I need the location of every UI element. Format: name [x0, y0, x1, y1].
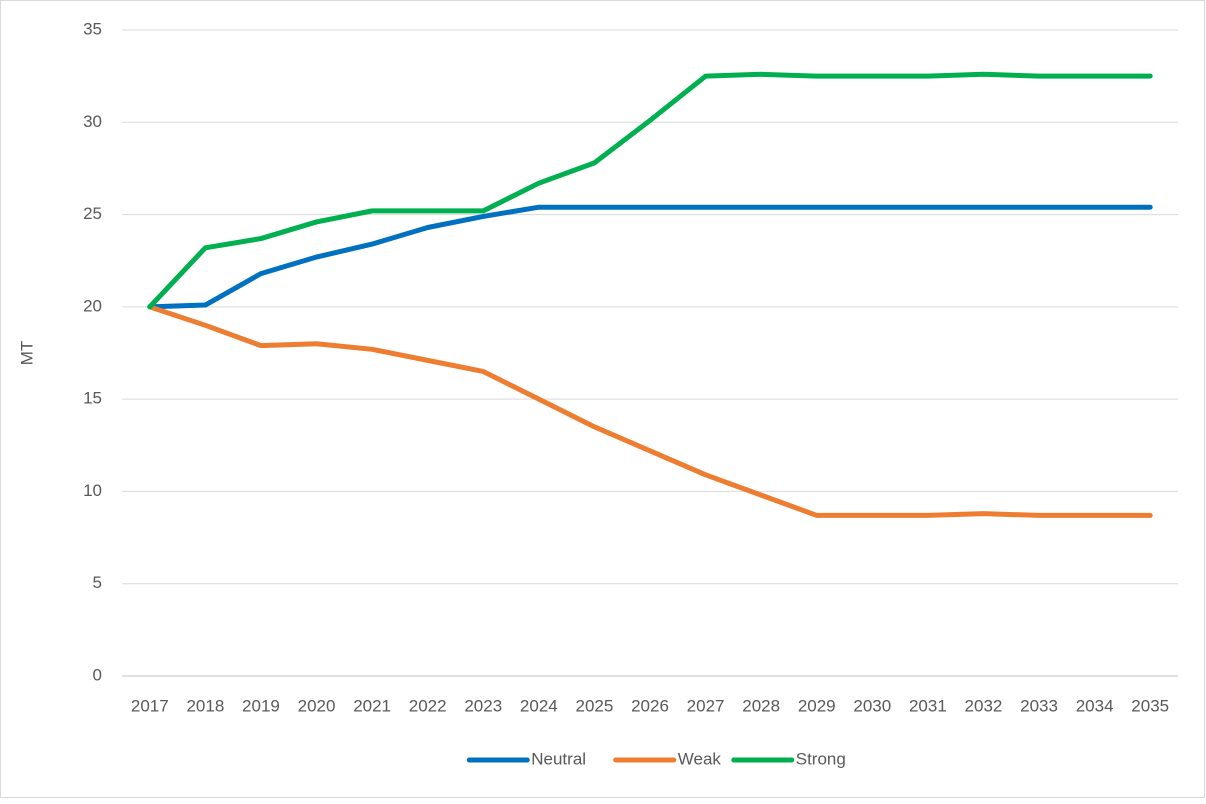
- y-tick-label: 5: [93, 573, 102, 592]
- x-tick-label: 2017: [131, 696, 169, 715]
- x-tick-label: 2031: [909, 696, 947, 715]
- y-tick-label: 15: [83, 389, 102, 408]
- y-tick-label: 0: [93, 665, 102, 684]
- x-tick-label: 2023: [464, 696, 502, 715]
- series-line: [147, 304, 1153, 518]
- x-tick-label: 2029: [798, 696, 836, 715]
- y-tick-label: 30: [83, 112, 102, 131]
- legend-label: Neutral: [531, 749, 586, 768]
- series-line: [147, 71, 1153, 310]
- x-tick-label: 2026: [631, 696, 669, 715]
- x-tick-label: 2034: [1076, 696, 1114, 715]
- x-tick-label: 2021: [353, 696, 391, 715]
- x-tick-label: 2028: [742, 696, 780, 715]
- legend-label: Strong: [796, 749, 846, 768]
- x-tick-label: 2027: [687, 696, 725, 715]
- x-tick-label: 2032: [965, 696, 1003, 715]
- x-tick-label: 2030: [853, 696, 891, 715]
- x-tick-label: 2022: [409, 696, 447, 715]
- y-tick-label: 35: [83, 19, 102, 38]
- x-tick-label: 2018: [186, 696, 224, 715]
- x-tick-label: 2024: [520, 696, 558, 715]
- x-tick-label: 2020: [298, 696, 336, 715]
- legend-label: Weak: [678, 749, 722, 768]
- x-tick-label: 2019: [242, 696, 280, 715]
- x-tick-label: 2033: [1020, 696, 1058, 715]
- y-tick-label: 25: [83, 204, 102, 223]
- y-tick-label: 20: [83, 296, 102, 315]
- x-tick-label: 2025: [576, 696, 614, 715]
- y-axis-label: MT: [17, 341, 36, 366]
- series-line: [147, 204, 1153, 310]
- x-tick-label: 2035: [1131, 696, 1169, 715]
- y-tick-label: 10: [83, 481, 102, 500]
